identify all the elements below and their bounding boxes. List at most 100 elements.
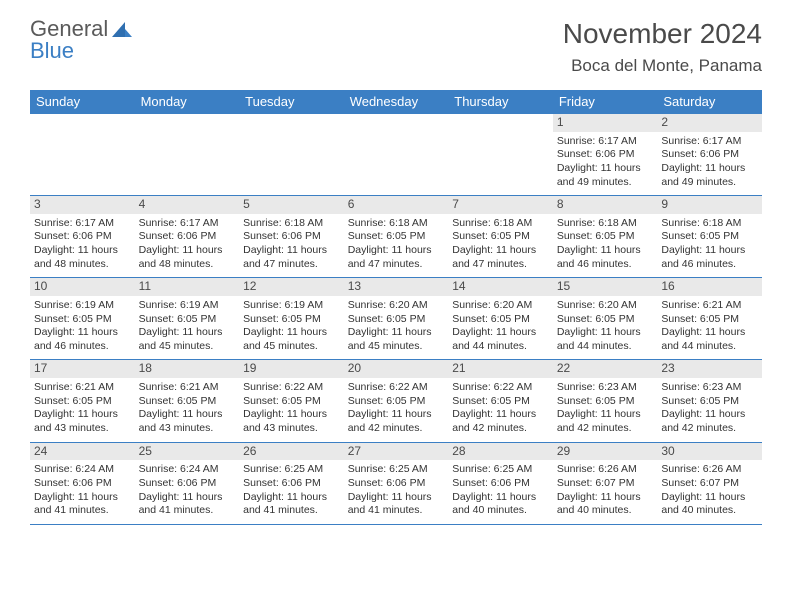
sunset-text: Sunset: 6:06 PM: [243, 230, 340, 244]
day-cell: 14Sunrise: 6:20 AMSunset: 6:05 PMDayligh…: [448, 278, 553, 360]
sunrise-text: Sunrise: 6:23 AM: [557, 381, 654, 395]
day-number: 20: [344, 360, 449, 378]
day-cell: 4 Sunrise: 6:17 AMSunset: 6:06 PMDaylight…: [135, 196, 240, 278]
day-number: 12: [239, 278, 344, 296]
daylight-text: Daylight: 11 hours and 44 minutes.: [452, 326, 549, 353]
sunrise-text: Sunrise: 6:21 AM: [139, 381, 236, 395]
day-number: 11: [135, 278, 240, 296]
sunset-text: Sunset: 6:05 PM: [348, 230, 445, 244]
sunrise-text: Sunrise: 6:19 AM: [243, 299, 340, 313]
sunrise-text: Sunrise: 6:18 AM: [661, 217, 758, 231]
day-cell: 12 Sunrise: 6:19 AMSunset: 6:05 PMDayligh…: [239, 278, 344, 360]
day-number: 21: [448, 360, 553, 378]
day-cell: 19Sunrise: 6:22 AMSunset: 6:05 PMDayligh…: [239, 360, 344, 442]
day-cell: 3Sunrise: 6:17 AMSunset: 6:06 PMDaylight…: [30, 196, 135, 278]
sunset-text: Sunset: 6:05 PM: [139, 395, 236, 409]
weekday-header: Tuesday: [239, 90, 344, 114]
day-number: 4: [135, 196, 240, 214]
title-block: November 2024 Boca del Monte, Panama: [563, 18, 762, 76]
sunset-text: Sunset: 6:05 PM: [452, 230, 549, 244]
day-number: 18: [135, 360, 240, 378]
day-cell: 6Sunrise: 6:18 AMSunset: 6:05 PMDaylight…: [344, 196, 449, 278]
daylight-text: Daylight: 11 hours and 41 minutes.: [34, 491, 131, 518]
daylight-text: Daylight: 11 hours and 42 minutes.: [452, 408, 549, 435]
sunrise-text: Sunrise: 6:25 AM: [452, 463, 549, 477]
day-number: 5: [239, 196, 344, 214]
weekday-header: Sunday: [30, 90, 135, 114]
logo: General Blue: [30, 18, 133, 62]
sunset-text: Sunset: 6:05 PM: [348, 395, 445, 409]
sunset-text: Sunset: 6:06 PM: [139, 230, 236, 244]
day-number: 8: [553, 196, 658, 214]
sunset-text: Sunset: 6:05 PM: [139, 313, 236, 327]
calendar-body: 1Sunrise: 6:17 AMSunset: 6:06 PMDaylight…: [30, 114, 762, 525]
sunrise-text: Sunrise: 6:24 AM: [139, 463, 236, 477]
daylight-text: Daylight: 11 hours and 48 minutes.: [139, 244, 236, 271]
sunrise-text: Sunrise: 6:25 AM: [243, 463, 340, 477]
calendar-week-row: 24Sunrise: 6:24 AMSunset: 6:06 PMDayligh…: [30, 442, 762, 524]
daylight-text: Daylight: 11 hours and 45 minutes.: [139, 326, 236, 353]
sunset-text: Sunset: 6:05 PM: [452, 395, 549, 409]
day-number: 1: [553, 114, 658, 132]
calendar-head: Sunday Monday Tuesday Wednesday Thursday…: [30, 90, 762, 114]
sunrise-text: Sunrise: 6:19 AM: [34, 299, 131, 313]
day-number: 29: [553, 443, 658, 461]
sunset-text: Sunset: 6:06 PM: [348, 477, 445, 491]
daylight-text: Daylight: 11 hours and 43 minutes.: [34, 408, 131, 435]
sunset-text: Sunset: 6:05 PM: [243, 313, 340, 327]
sunset-text: Sunset: 6:06 PM: [243, 477, 340, 491]
day-cell: [344, 114, 449, 196]
day-cell: 1Sunrise: 6:17 AMSunset: 6:06 PMDaylight…: [553, 114, 658, 196]
sunrise-text: Sunrise: 6:18 AM: [243, 217, 340, 231]
day-cell: 17Sunrise: 6:21 AMSunset: 6:05 PMDayligh…: [30, 360, 135, 442]
daylight-text: Daylight: 11 hours and 49 minutes.: [661, 162, 758, 189]
sunset-text: Sunset: 6:05 PM: [452, 313, 549, 327]
sunrise-text: Sunrise: 6:26 AM: [557, 463, 654, 477]
day-cell: 10Sunrise: 6:19 AMSunset: 6:05 PMDayligh…: [30, 278, 135, 360]
day-number: 13: [344, 278, 449, 296]
daylight-text: Daylight: 11 hours and 45 minutes.: [243, 326, 340, 353]
sunrise-text: Sunrise: 6:18 AM: [348, 217, 445, 231]
day-cell: [448, 114, 553, 196]
daylight-text: Daylight: 11 hours and 46 minutes.: [661, 244, 758, 271]
sunrise-text: Sunrise: 6:22 AM: [452, 381, 549, 395]
day-number: 16: [657, 278, 762, 296]
daylight-text: Daylight: 11 hours and 44 minutes.: [661, 326, 758, 353]
daylight-text: Daylight: 11 hours and 47 minutes.: [348, 244, 445, 271]
sunset-text: Sunset: 6:06 PM: [452, 477, 549, 491]
day-number: 30: [657, 443, 762, 461]
sunrise-text: Sunrise: 6:26 AM: [661, 463, 758, 477]
day-cell: 23Sunrise: 6:23 AMSunset: 6:05 PMDayligh…: [657, 360, 762, 442]
location: Boca del Monte, Panama: [563, 56, 762, 76]
sunrise-text: Sunrise: 6:17 AM: [139, 217, 236, 231]
sunrise-text: Sunrise: 6:18 AM: [452, 217, 549, 231]
sunrise-text: Sunrise: 6:22 AM: [243, 381, 340, 395]
day-number: 3: [30, 196, 135, 214]
day-cell: 13Sunrise: 6:20 AMSunset: 6:05 PMDayligh…: [344, 278, 449, 360]
daylight-text: Daylight: 11 hours and 43 minutes.: [139, 408, 236, 435]
sunset-text: Sunset: 6:05 PM: [661, 395, 758, 409]
daylight-text: Daylight: 11 hours and 40 minutes.: [557, 491, 654, 518]
daylight-text: Daylight: 11 hours and 40 minutes.: [661, 491, 758, 518]
daylight-text: Daylight: 11 hours and 43 minutes.: [243, 408, 340, 435]
header: General Blue November 2024 Boca del Mont…: [30, 18, 762, 76]
calendar-week-row: 3Sunrise: 6:17 AMSunset: 6:06 PMDaylight…: [30, 196, 762, 278]
daylight-text: Daylight: 11 hours and 42 minutes.: [348, 408, 445, 435]
day-number: 22: [553, 360, 658, 378]
day-cell: 7Sunrise: 6:18 AMSunset: 6:05 PMDaylight…: [448, 196, 553, 278]
day-cell: 2Sunrise: 6:17 AMSunset: 6:06 PMDaylight…: [657, 114, 762, 196]
logo-sail-icon: [111, 20, 133, 42]
day-cell: 8Sunrise: 6:18 AMSunset: 6:05 PMDaylight…: [553, 196, 658, 278]
sunset-text: Sunset: 6:05 PM: [557, 395, 654, 409]
daylight-text: Daylight: 11 hours and 41 minutes.: [348, 491, 445, 518]
day-cell: 26Sunrise: 6:25 AMSunset: 6:06 PMDayligh…: [239, 442, 344, 524]
weekday-header: Wednesday: [344, 90, 449, 114]
day-cell: 22Sunrise: 6:23 AMSunset: 6:05 PMDayligh…: [553, 360, 658, 442]
daylight-text: Daylight: 11 hours and 41 minutes.: [139, 491, 236, 518]
daylight-text: Daylight: 11 hours and 42 minutes.: [661, 408, 758, 435]
day-number: 19: [239, 360, 344, 378]
daylight-text: Daylight: 11 hours and 46 minutes.: [557, 244, 654, 271]
day-number: 9: [657, 196, 762, 214]
daylight-text: Daylight: 11 hours and 44 minutes.: [557, 326, 654, 353]
day-number: 27: [344, 443, 449, 461]
